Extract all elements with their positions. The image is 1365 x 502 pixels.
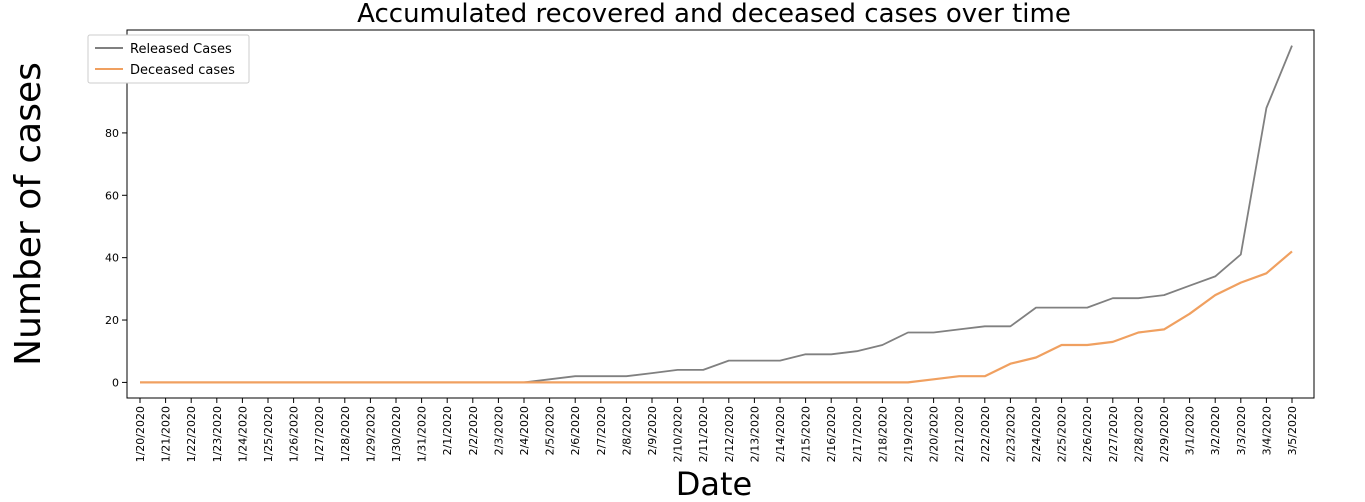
x-axis-label: Date — [676, 465, 752, 502]
x-tick-label: 2/16/2020 — [825, 406, 838, 462]
x-tick-label: 2/8/2020 — [620, 406, 633, 455]
x-tick-label: 3/3/2020 — [1235, 406, 1248, 455]
x-axis: 1/20/2020 1/21/2020 1/22/2020 1/23/2020 1/24… — [134, 398, 1299, 462]
chart-title: Accumulated recovered and deceased cases… — [357, 0, 1071, 29]
x-tick-label: 2/28/2020 — [1132, 406, 1145, 462]
axes-frame — [126, 29, 1315, 399]
series-line-deceased-cases — [140, 250, 1293, 384]
x-tick-label: 2/20/2020 — [928, 406, 941, 462]
x-tick-label: 2/25/2020 — [1056, 406, 1069, 462]
x-tick-label: 2/5/2020 — [544, 406, 557, 455]
x-tick-label: 2/21/2020 — [953, 406, 966, 462]
legend-box — [87, 34, 250, 84]
x-tick-label: 2/23/2020 — [1004, 406, 1017, 462]
x-tick-label: 1/25/2020 — [262, 406, 275, 462]
x-tick-label: 3/4/2020 — [1260, 406, 1273, 455]
x-tick-label: 1/27/2020 — [313, 406, 326, 462]
x-tick-label: 2/17/2020 — [851, 406, 864, 462]
x-tick-label: 1/24/2020 — [236, 406, 249, 462]
x-tick-label: 2/10/2020 — [672, 406, 685, 462]
x-tick-label: 3/2/2020 — [1209, 406, 1222, 455]
x-tick-label: 2/19/2020 — [902, 406, 915, 462]
x-tick-label: 2/22/2020 — [979, 406, 992, 462]
y-tick-label: 40 — [105, 252, 119, 265]
x-tick-label: 2/26/2020 — [1081, 406, 1094, 462]
x-tick-label: 2/6/2020 — [569, 406, 582, 455]
y-tick-label: 0 — [112, 376, 119, 389]
x-tick-label: 2/11/2020 — [697, 406, 710, 462]
x-tick-label: 1/30/2020 — [390, 406, 403, 462]
x-tick-label: 1/21/2020 — [160, 406, 173, 462]
x-tick-label: 1/26/2020 — [288, 406, 301, 462]
y-tick-label: 80 — [105, 127, 119, 140]
x-tick-label: 2/3/2020 — [492, 406, 505, 455]
x-tick-label: 2/14/2020 — [774, 406, 787, 462]
x-tick-label: 3/5/2020 — [1286, 406, 1299, 455]
x-tick-label: 2/15/2020 — [800, 406, 813, 462]
x-tick-label: 2/24/2020 — [1030, 406, 1043, 462]
x-tick-label: 2/9/2020 — [646, 406, 659, 455]
plot-area — [140, 45, 1293, 384]
x-tick-label: 1/20/2020 — [134, 406, 147, 462]
legend-label-released: Released Cases — [130, 42, 232, 57]
x-tick-label: 1/23/2020 — [211, 406, 224, 462]
x-tick-label: 2/2/2020 — [467, 406, 480, 455]
legend-label-deceased: Deceased cases — [130, 63, 235, 78]
x-tick-label: 2/18/2020 — [876, 406, 889, 462]
x-tick-label: 2/13/2020 — [748, 406, 761, 462]
x-tick-label: 2/12/2020 — [723, 406, 736, 462]
x-tick-label: 1/22/2020 — [185, 406, 198, 462]
series-line-released-cases — [140, 45, 1293, 384]
y-axis-label: Number of cases — [8, 62, 49, 366]
y-tick-label: 20 — [105, 314, 119, 327]
y-tick-label: 60 — [105, 189, 119, 202]
x-tick-label: 2/27/2020 — [1107, 406, 1120, 462]
x-tick-label: 3/1/2020 — [1184, 406, 1197, 455]
x-tick-label: 2/4/2020 — [518, 406, 531, 455]
x-tick-label: 2/7/2020 — [595, 406, 608, 455]
x-tick-label: 1/31/2020 — [416, 406, 429, 462]
y-axis: 020406080100 — [98, 65, 127, 389]
x-tick-label: 2/1/2020 — [441, 406, 454, 455]
x-tick-label: 2/29/2020 — [1158, 406, 1171, 462]
legend: Released Cases Deceased cases — [87, 34, 250, 84]
x-tick-label: 1/28/2020 — [339, 406, 352, 462]
x-tick-label: 1/29/2020 — [364, 406, 377, 462]
